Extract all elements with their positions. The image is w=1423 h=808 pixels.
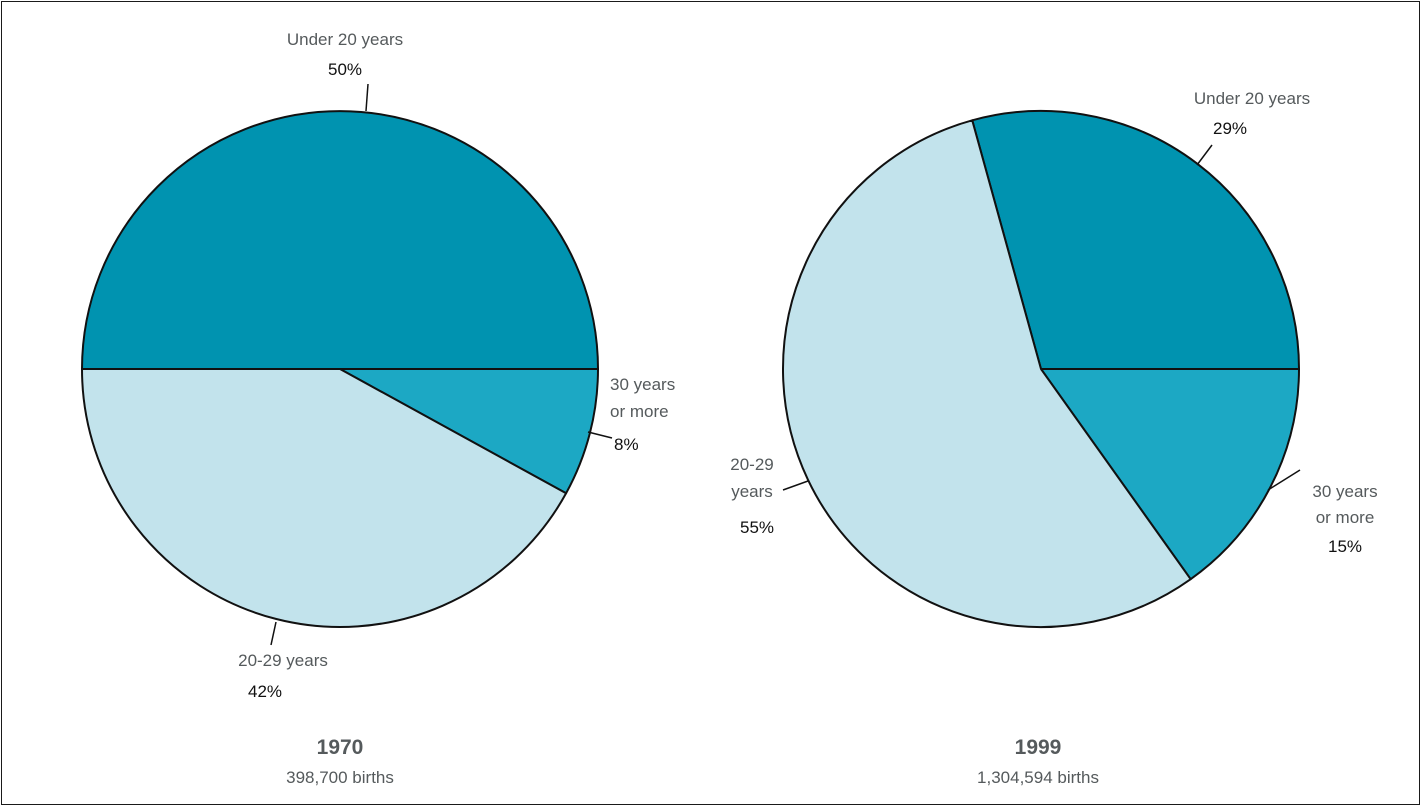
slice-label-line1: 30 years (610, 375, 675, 394)
slice-label: Under 20 years (1194, 89, 1310, 108)
leader-line (782, 480, 809, 491)
pie-slice (1040, 368, 1300, 581)
slice-value-label: 29% (1213, 119, 1247, 138)
slice-value-label: 8% (614, 435, 639, 454)
slice-label-line1: 30 years (1312, 482, 1377, 501)
leader-line (1196, 144, 1213, 166)
leader-line (1267, 469, 1301, 491)
slice-label-line2: or more (1316, 508, 1375, 527)
slice-label-line2: or more (610, 402, 669, 421)
leader-line (365, 83, 369, 112)
pie-1970 (81, 83, 613, 646)
pie-slice (81, 368, 568, 628)
pie-1999 (782, 110, 1301, 629)
chart-subtitle: 1,304,594 births (977, 768, 1099, 787)
chart-title: 1999 (1015, 736, 1062, 759)
leader-line (270, 621, 277, 646)
slice-value-label: 42% (248, 682, 282, 701)
slice-label-line1: 20-29 (730, 455, 773, 474)
slice-value-label: 55% (740, 518, 774, 537)
slice-value-label: 15% (1328, 537, 1362, 556)
pie-slice (81, 110, 599, 370)
slice-label-line2: years (731, 482, 773, 501)
chart-title: 1970 (317, 736, 364, 759)
slice-value-label: 50% (328, 60, 362, 79)
slice-label: 20-29 years (238, 651, 328, 670)
pie-slice (782, 119, 1192, 629)
leader-line (587, 431, 613, 439)
slice-label: Under 20 years (287, 30, 403, 49)
chart-subtitle: 398,700 births (286, 768, 394, 787)
